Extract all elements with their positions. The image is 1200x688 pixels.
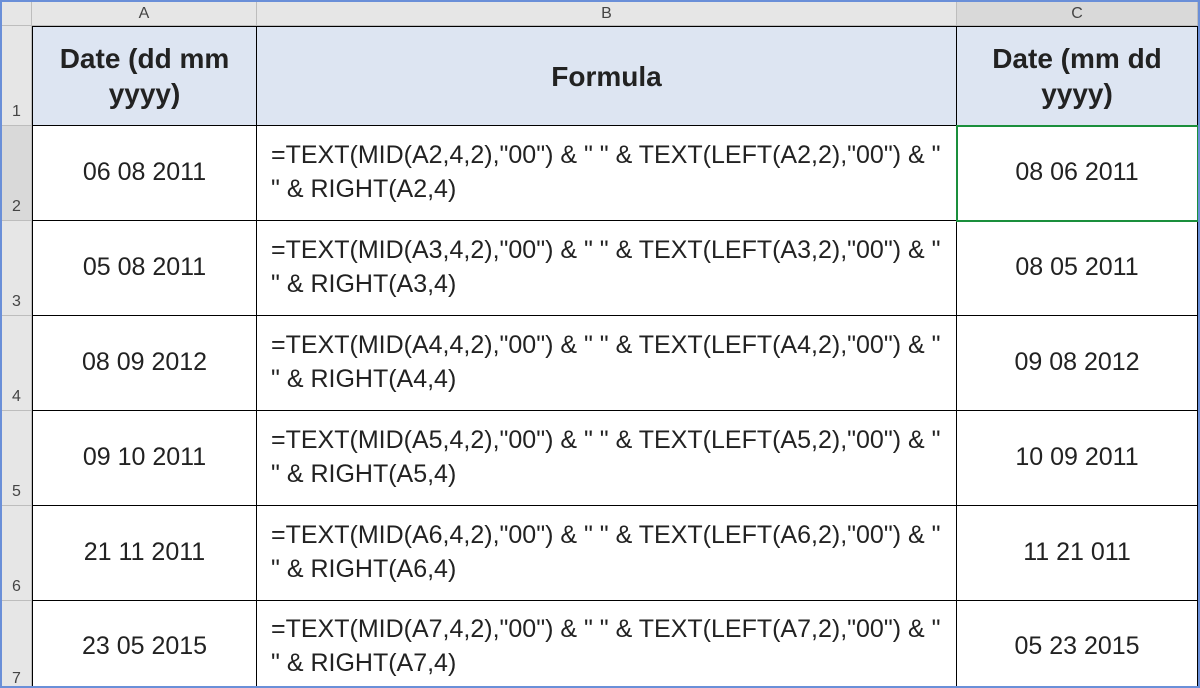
cell-B4[interactable]: =TEXT(MID(A4,4,2),"00") & " " & TEXT(LEF…: [257, 316, 957, 411]
row-header-5[interactable]: 5: [2, 411, 32, 506]
cell-C7[interactable]: 05 23 2015: [957, 601, 1198, 688]
row-header-6[interactable]: 6: [2, 506, 32, 601]
row-header-3[interactable]: 3: [2, 221, 32, 316]
col-header-A[interactable]: A: [32, 2, 257, 26]
cell-A1[interactable]: Date (dd mm yyyy): [32, 26, 257, 126]
cell-A2[interactable]: 06 08 2011: [32, 126, 257, 221]
cell-B6[interactable]: =TEXT(MID(A6,4,2),"00") & " " & TEXT(LEF…: [257, 506, 957, 601]
row-header-7[interactable]: 7: [2, 601, 32, 688]
cell-B7[interactable]: =TEXT(MID(A7,4,2),"00") & " " & TEXT(LEF…: [257, 601, 957, 688]
cell-B2[interactable]: =TEXT(MID(A2,4,2),"00") & " " & TEXT(LEF…: [257, 126, 957, 221]
cell-C5[interactable]: 10 09 2011: [957, 411, 1198, 506]
grid: A B C 1 Date (dd mm yyyy) Formula Date (…: [2, 2, 1198, 688]
cell-A7[interactable]: 23 05 2015: [32, 601, 257, 688]
spreadsheet: A B C 1 Date (dd mm yyyy) Formula Date (…: [0, 0, 1200, 688]
select-all-corner[interactable]: [2, 2, 32, 26]
cell-C3[interactable]: 08 05 2011: [957, 221, 1198, 316]
col-header-C[interactable]: C: [957, 2, 1198, 26]
cell-A5[interactable]: 09 10 2011: [32, 411, 257, 506]
cell-B3[interactable]: =TEXT(MID(A3,4,2),"00") & " " & TEXT(LEF…: [257, 221, 957, 316]
cell-C6[interactable]: 11 21 011: [957, 506, 1198, 601]
header-C-label: Date (mm dd yyyy): [967, 41, 1187, 111]
row-header-4[interactable]: 4: [2, 316, 32, 411]
row-header-1[interactable]: 1: [2, 26, 32, 126]
cell-C2[interactable]: 08 06 2011: [957, 126, 1198, 221]
cell-A4[interactable]: 08 09 2012: [32, 316, 257, 411]
header-B-label: Formula: [551, 59, 661, 94]
row-header-2[interactable]: 2: [2, 126, 32, 221]
cell-A3[interactable]: 05 08 2011: [32, 221, 257, 316]
cell-C4[interactable]: 09 08 2012: [957, 316, 1198, 411]
cell-B5[interactable]: =TEXT(MID(A5,4,2),"00") & " " & TEXT(LEF…: [257, 411, 957, 506]
cell-B1[interactable]: Formula: [257, 26, 957, 126]
col-header-B[interactable]: B: [257, 2, 957, 26]
cell-A6[interactable]: 21 11 2011: [32, 506, 257, 601]
header-A-label: Date (dd mm yyyy): [43, 41, 246, 111]
cell-C1[interactable]: Date (mm dd yyyy): [957, 26, 1198, 126]
